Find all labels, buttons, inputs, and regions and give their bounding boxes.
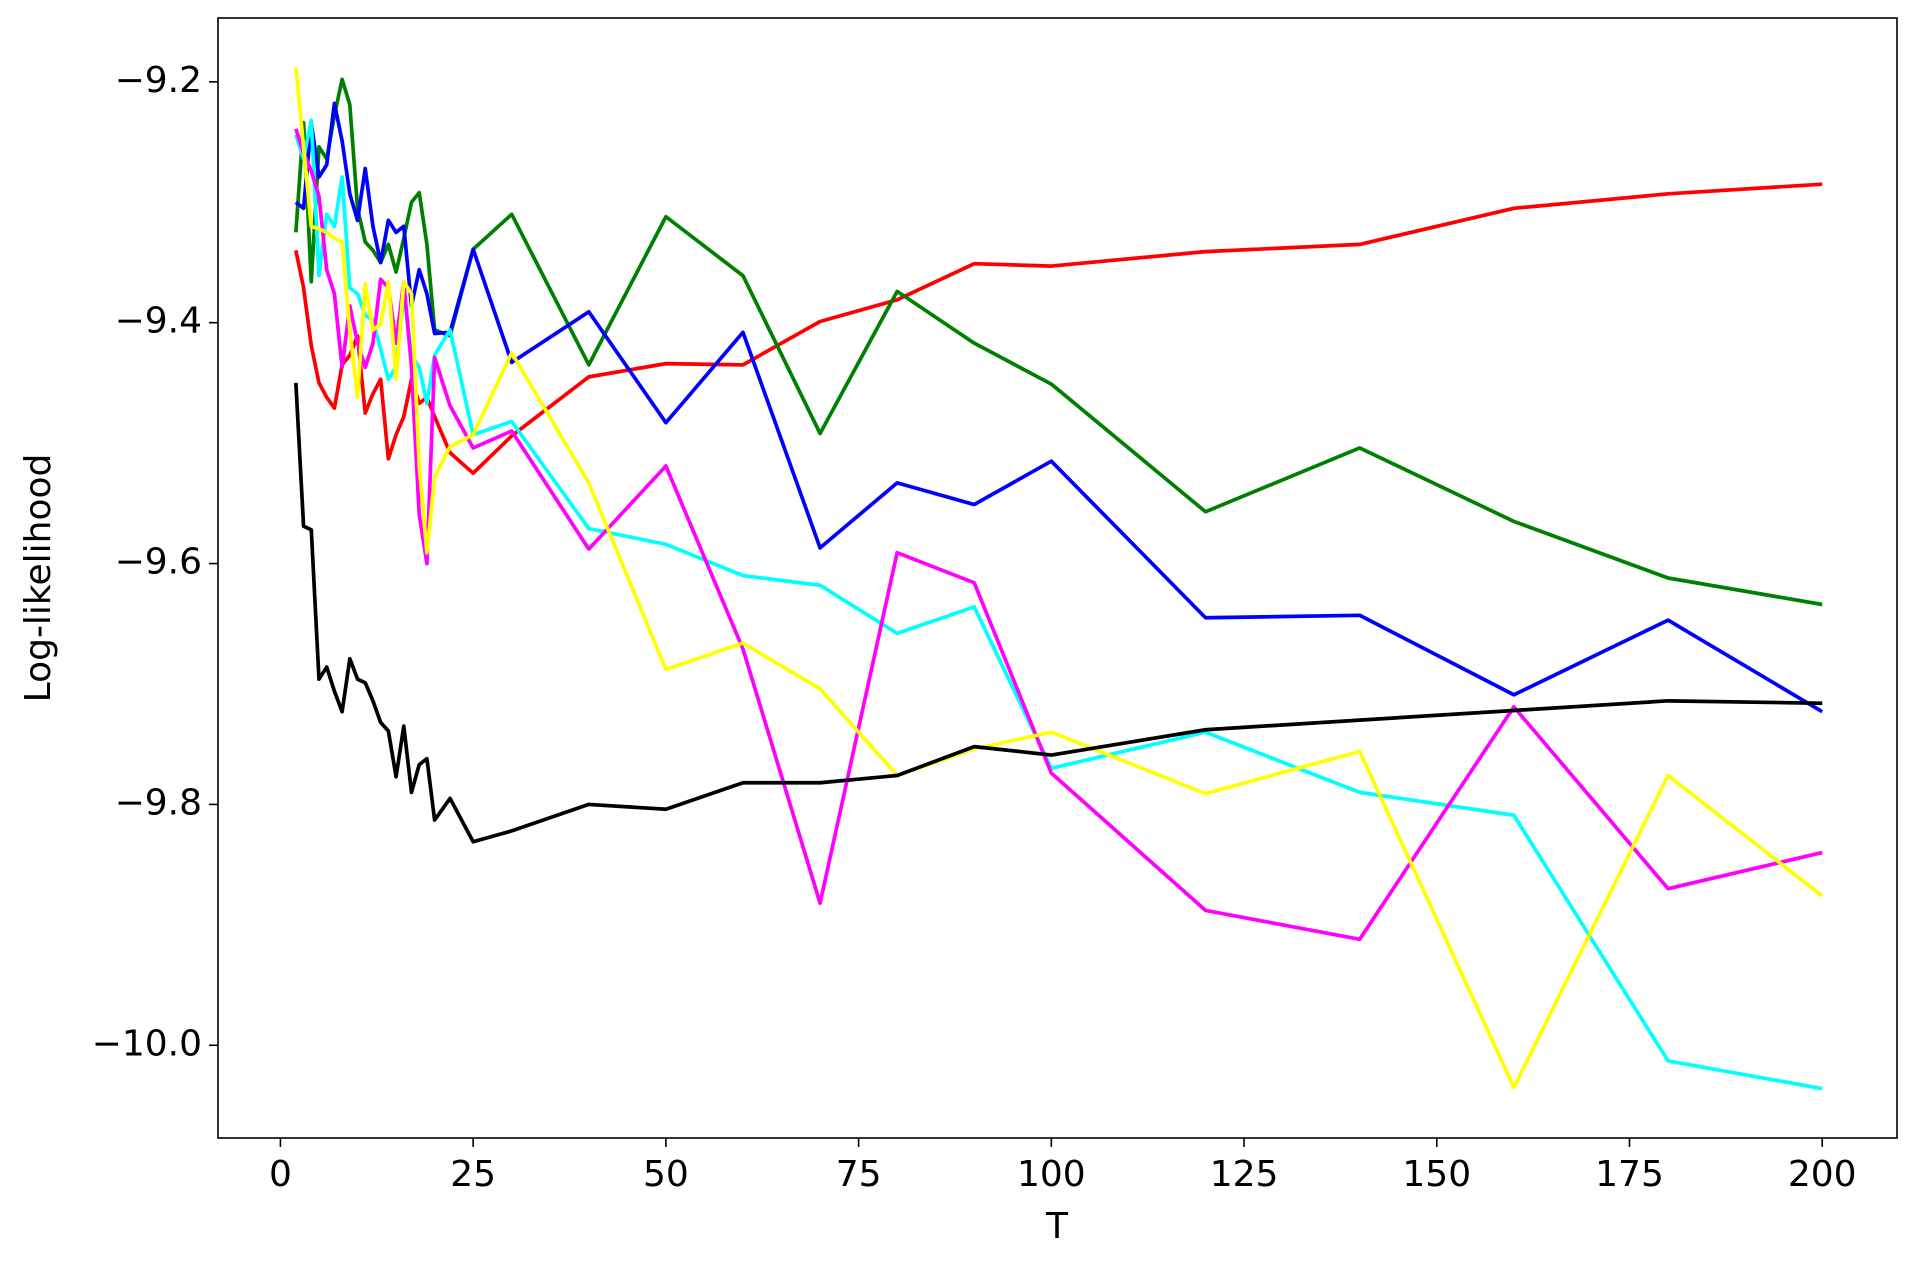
y-tick-label: −9.2 xyxy=(115,60,202,101)
y-tick-label: −9.8 xyxy=(115,782,202,823)
series-line xyxy=(294,128,1823,942)
series-line xyxy=(294,382,1823,844)
y-tick-label: −10.0 xyxy=(92,1023,202,1064)
series-line xyxy=(294,101,1824,714)
x-tick-label: 75 xyxy=(836,1154,882,1195)
x-axis-label: T xyxy=(1045,1206,1069,1247)
x-tick-label: 0 xyxy=(269,1154,292,1195)
x-tick-label: 200 xyxy=(1788,1154,1857,1195)
series-line xyxy=(294,67,1824,1090)
x-tick-label: 25 xyxy=(450,1154,496,1195)
plot-frame xyxy=(217,17,1898,1139)
series-line xyxy=(294,182,1823,476)
x-tick-label: 150 xyxy=(1402,1154,1471,1195)
x-tick-label: 100 xyxy=(1017,1154,1086,1195)
x-tick-label: 50 xyxy=(643,1154,689,1195)
x-tick-label: 175 xyxy=(1595,1154,1664,1195)
y-tick-label: −9.6 xyxy=(115,542,202,583)
y-tick-label: −9.4 xyxy=(115,301,202,342)
y-axis-label: Log-likelihood xyxy=(18,454,59,703)
series-line xyxy=(294,118,1823,1091)
x-tick-label: 125 xyxy=(1210,1154,1279,1195)
series-line xyxy=(294,77,1823,607)
